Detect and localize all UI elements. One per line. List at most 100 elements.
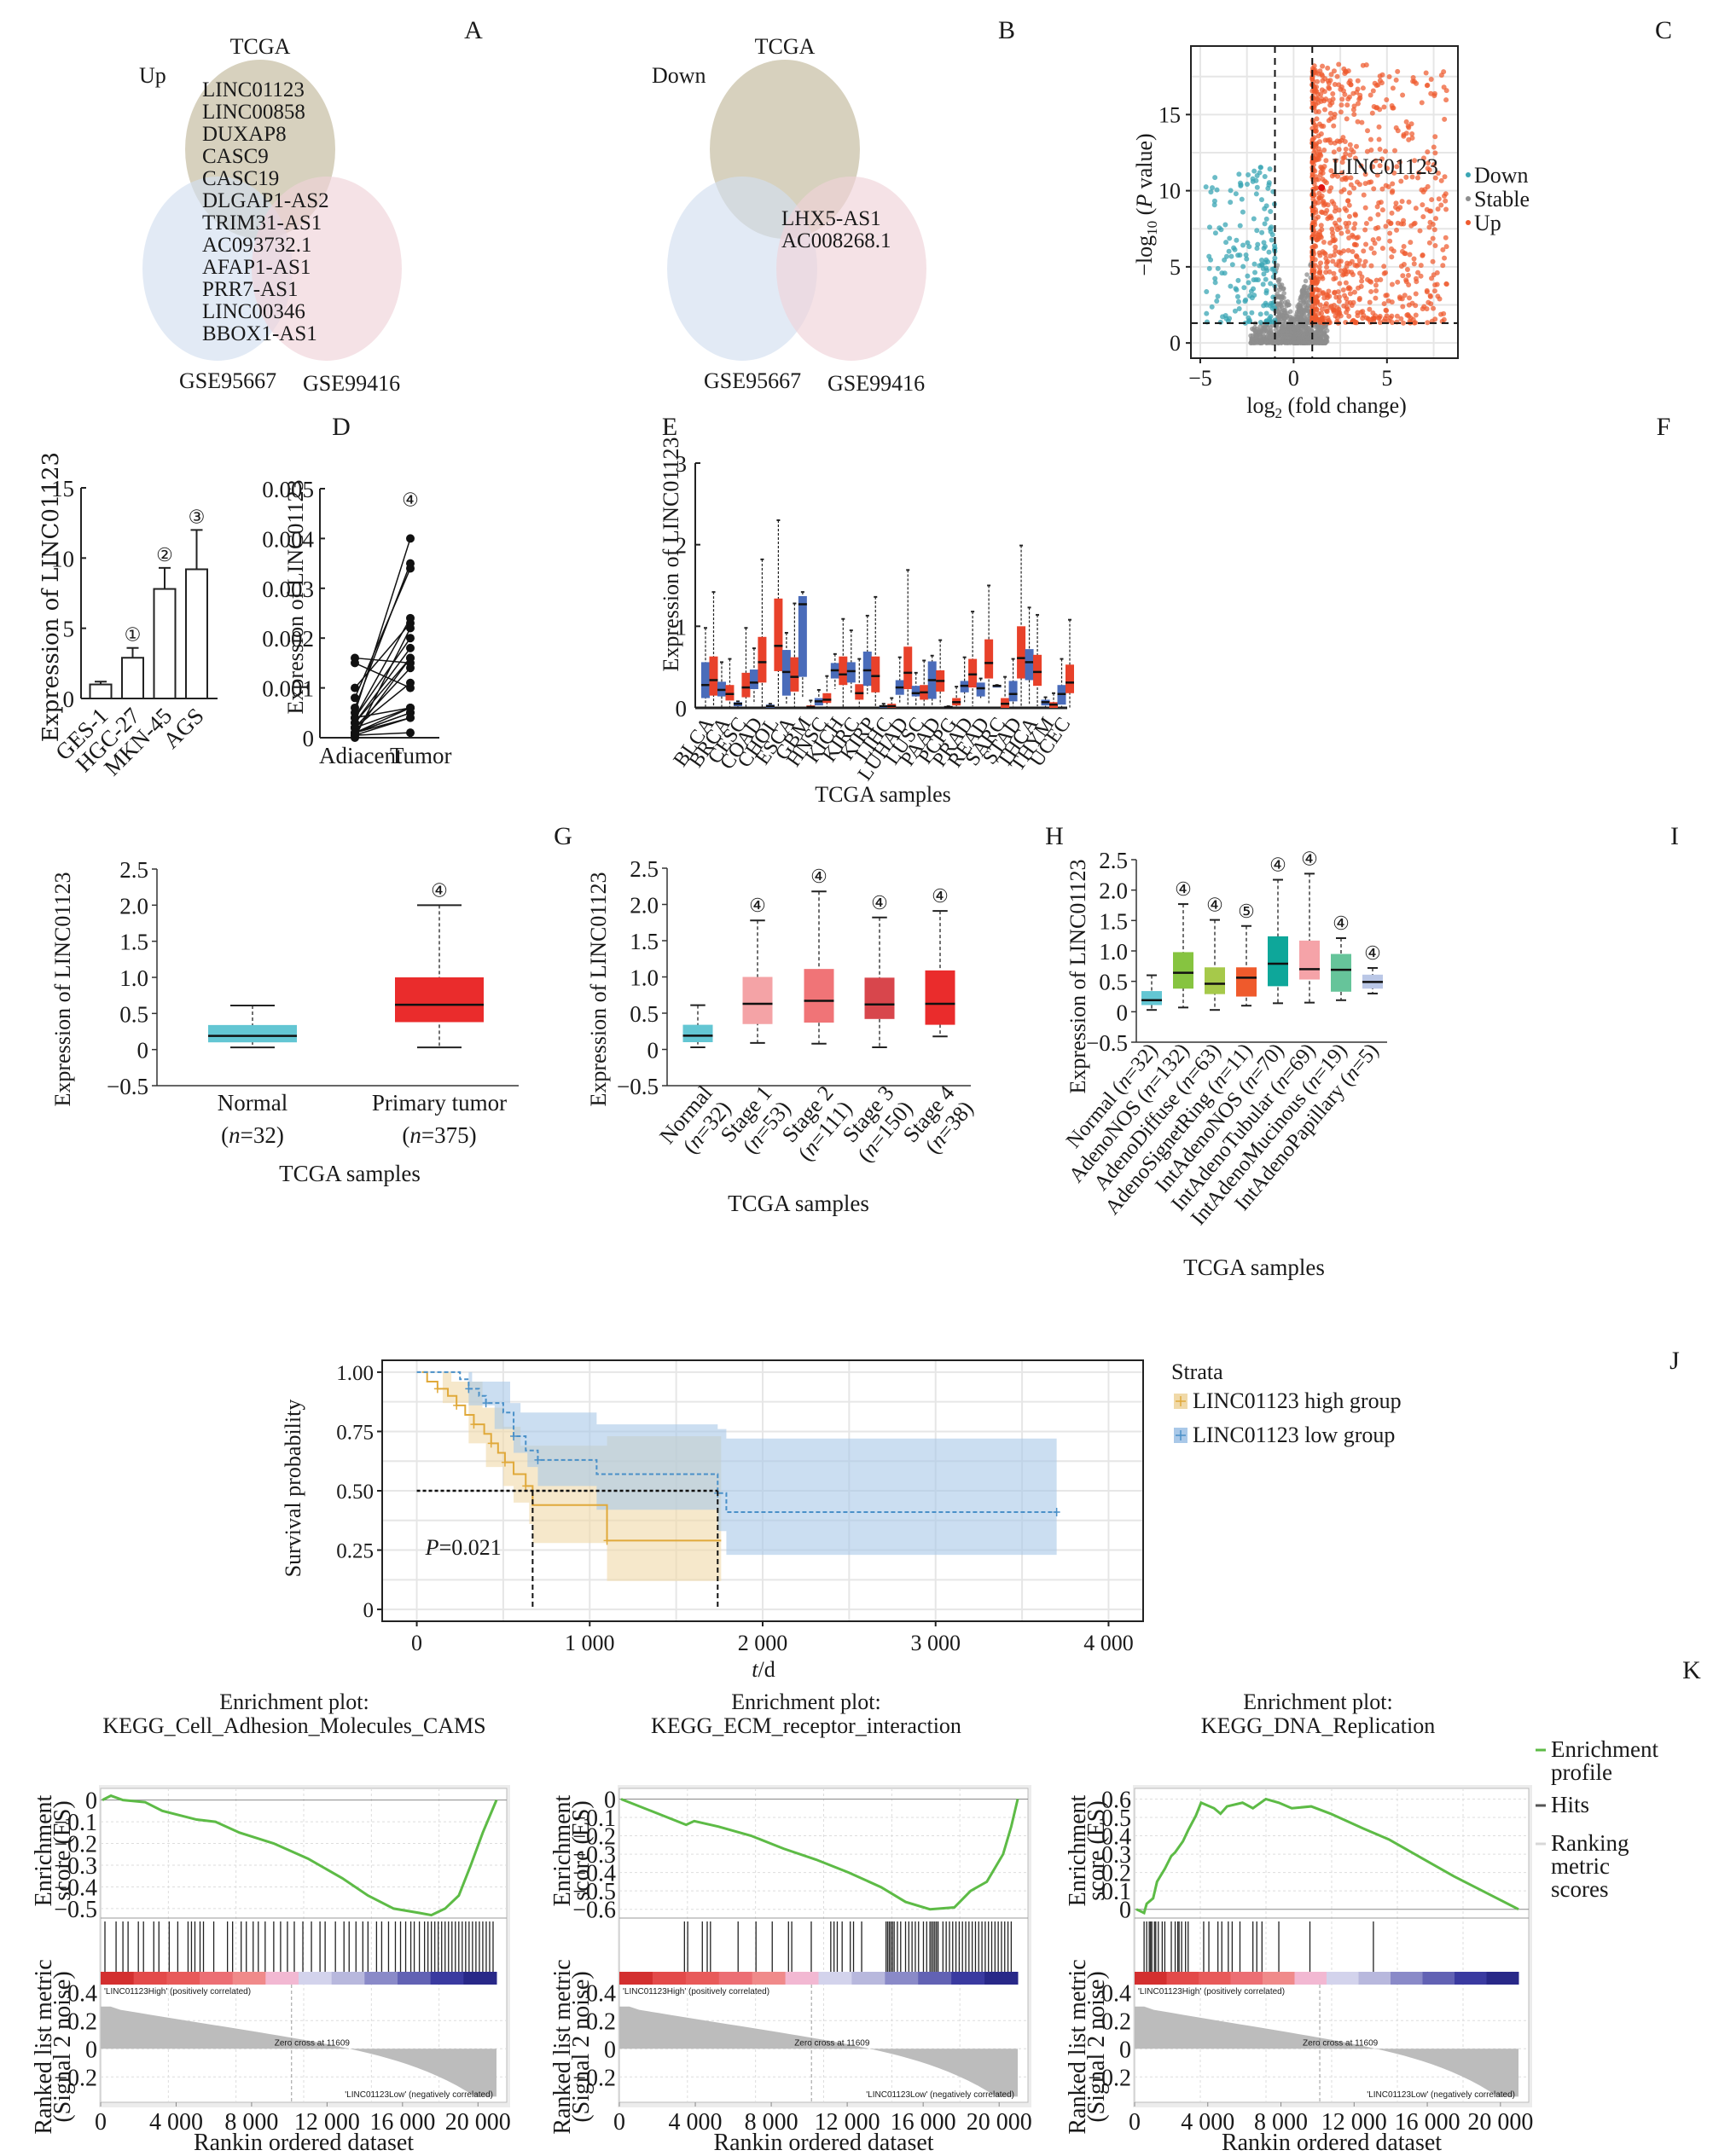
- volcano-point-stable: [1281, 316, 1287, 322]
- y-tick-label: 2.0: [119, 893, 148, 919]
- panel-letter-K: K: [1682, 1656, 1701, 1684]
- legend-label-stable: Stable: [1474, 187, 1530, 212]
- y-tick-label: 0.50: [336, 1481, 374, 1504]
- volcano-point-down: [1217, 319, 1223, 325]
- volcano-point-up: [1362, 205, 1368, 211]
- volcano-point-up: [1419, 187, 1425, 193]
- volcano-point-up: [1377, 107, 1383, 113]
- volcano-point-up: [1355, 78, 1361, 84]
- volcano-point-up: [1351, 103, 1357, 109]
- volcano-point-up: [1381, 301, 1387, 307]
- volcano-point-up: [1316, 250, 1322, 256]
- volcano-point-up: [1394, 164, 1400, 170]
- volcano-point-up: [1313, 230, 1319, 236]
- volcano-point-up: [1344, 306, 1350, 312]
- volcano-point-up: [1334, 73, 1340, 79]
- volcano-point-up: [1327, 269, 1333, 275]
- volcano-point-stable: [1281, 336, 1286, 341]
- panel-letter-E: E: [662, 413, 677, 441]
- volcano-point-up: [1337, 281, 1343, 287]
- volcano-point-up: [1400, 273, 1406, 279]
- box: [1141, 991, 1162, 1006]
- y-tick-label: −0.5: [107, 1074, 148, 1099]
- plot-title: Enrichment plot:: [219, 1689, 369, 1714]
- volcano-point-up: [1410, 316, 1416, 322]
- venn-gene-label: CASC9: [202, 145, 269, 168]
- box-tumor: [822, 693, 832, 704]
- volcano-point-up: [1436, 196, 1442, 202]
- volcano-point-up: [1364, 315, 1370, 321]
- volcano-point-up: [1395, 220, 1401, 226]
- volcano-point-up: [1340, 88, 1346, 94]
- volcano-point-down: [1241, 285, 1247, 291]
- box: [208, 1024, 297, 1043]
- volcano-point-down: [1257, 311, 1263, 317]
- pair-line: [354, 707, 411, 719]
- y-tick-label: 2.0: [630, 893, 659, 919]
- volcano-point-up: [1440, 263, 1446, 269]
- volcano-point-up: [1344, 264, 1350, 270]
- box-normal: [846, 662, 856, 683]
- volcano-point-up: [1388, 246, 1394, 252]
- volcano-point-down: [1257, 170, 1263, 176]
- volcano-point-up: [1375, 212, 1381, 217]
- y-tick-label: 0.5: [630, 1001, 659, 1027]
- volcano-point-up: [1367, 299, 1373, 305]
- volcano-point-up: [1374, 172, 1380, 178]
- volcano-point-up: [1344, 299, 1350, 305]
- volcano-point-up: [1315, 133, 1321, 139]
- volcano-point-stable: [1318, 326, 1324, 332]
- volcano-point-up: [1344, 207, 1350, 213]
- volcano-point-up: [1346, 220, 1352, 226]
- x-tick-label: −5: [1188, 366, 1212, 391]
- volcano-point-up: [1322, 303, 1328, 309]
- volcano-point-down: [1261, 240, 1267, 246]
- volcano-point-up: [1409, 174, 1415, 180]
- y-axis-label-top: Enrichment: [549, 1794, 576, 1906]
- ranking-color-bar-segment: [265, 1972, 299, 1985]
- volcano-point-down: [1226, 248, 1232, 254]
- volcano-point-up: [1346, 313, 1352, 319]
- volcano-point-up: [1338, 268, 1344, 274]
- volcano-point-up: [1336, 249, 1342, 255]
- y-tick-label: 1.5: [119, 930, 148, 955]
- y-tick-label: 0: [363, 1599, 375, 1622]
- volcano-point-up: [1315, 177, 1321, 183]
- volcano-point-down: [1245, 273, 1251, 279]
- volcano-point-up: [1309, 234, 1315, 240]
- y-tick-label: −0.5: [1086, 1030, 1128, 1056]
- volcano-point-up: [1322, 107, 1328, 113]
- y-tick-label: 15: [51, 476, 74, 501]
- volcano-point-up: [1376, 235, 1382, 241]
- volcano-point-up: [1382, 316, 1388, 322]
- panel-letter-J: J: [1669, 1347, 1680, 1375]
- volcano-point-stable: [1292, 318, 1297, 323]
- volcano-point-stable: [1291, 326, 1297, 332]
- box-tumor: [855, 684, 864, 700]
- volcano-point-stable: [1304, 272, 1309, 277]
- x-tick-label: 8 000: [224, 2109, 278, 2136]
- volcano-point-up: [1428, 208, 1434, 214]
- volcano-point-up: [1372, 241, 1378, 246]
- volcano-point-up: [1359, 274, 1365, 280]
- volcano-point-up: [1361, 263, 1367, 269]
- volcano-point-down: [1262, 221, 1268, 227]
- volcano-point-up: [1319, 165, 1325, 171]
- pair-line: [354, 707, 411, 729]
- volcano-point-up: [1390, 188, 1396, 194]
- es-tick-label: −0.5: [572, 1879, 616, 1905]
- y-axis-label: Survival probability: [281, 1400, 305, 1578]
- volcano-point-up: [1431, 305, 1437, 311]
- volcano-point-up: [1328, 72, 1334, 78]
- volcano-point-up: [1338, 230, 1344, 236]
- volcano-point-up: [1323, 256, 1329, 262]
- volcano-point-stable: [1323, 325, 1328, 330]
- volcano-point-stable: [1304, 314, 1309, 320]
- es-tick-label: 0.2: [1101, 1861, 1131, 1887]
- volcano-point-up: [1338, 109, 1344, 115]
- venn-label-tcga: TCGA: [230, 34, 291, 59]
- volcano-point-up: [1320, 63, 1326, 69]
- zero-cross-label: Zero cross at 11609: [794, 2038, 870, 2048]
- volcano-point-up: [1362, 227, 1368, 233]
- volcano-point-stable: [1301, 340, 1307, 345]
